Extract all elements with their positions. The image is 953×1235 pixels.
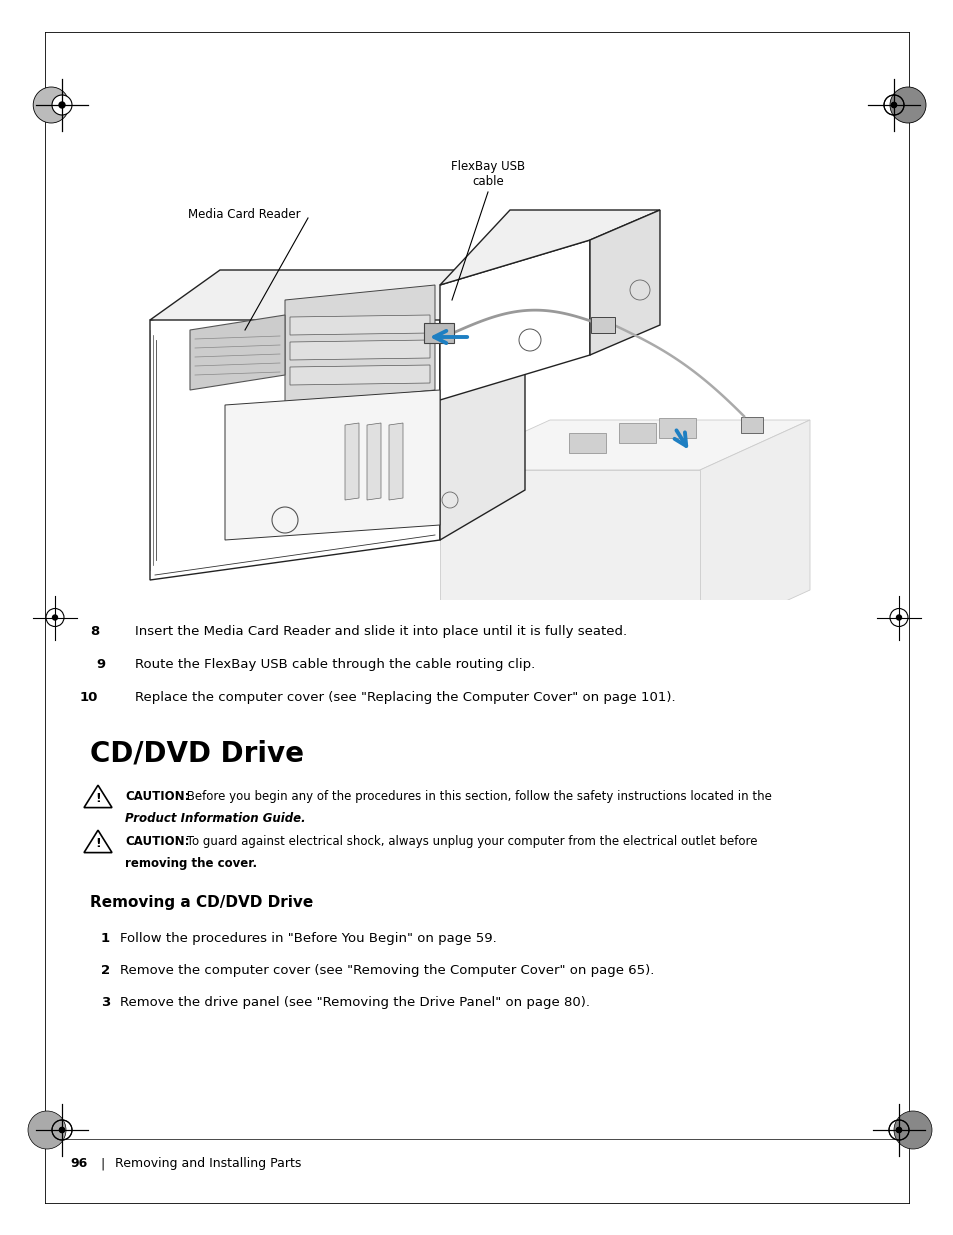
Polygon shape [225,390,439,540]
Text: 9: 9 [97,658,106,671]
Polygon shape [439,420,809,471]
Polygon shape [190,315,285,390]
Circle shape [52,615,57,620]
Polygon shape [290,315,430,335]
Text: FlexBay USB
cable: FlexBay USB cable [451,161,524,188]
Polygon shape [439,270,524,540]
Text: Replace the computer cover (see "Replacing the Computer Cover" on page 101).: Replace the computer cover (see "Replaci… [135,692,675,704]
Text: 10: 10 [79,692,98,704]
FancyBboxPatch shape [568,433,605,453]
Circle shape [889,86,925,124]
Polygon shape [589,210,659,354]
Text: 3: 3 [101,995,110,1009]
Circle shape [52,95,71,115]
Text: Removing a CD/DVD Drive: Removing a CD/DVD Drive [90,895,313,910]
Text: 96: 96 [70,1157,87,1170]
Polygon shape [700,420,809,640]
Polygon shape [389,424,402,500]
Text: Route the FlexBay USB cable through the cable routing clip.: Route the FlexBay USB cable through the … [135,658,535,671]
Text: !: ! [95,792,101,805]
Polygon shape [367,424,380,500]
Polygon shape [285,285,435,405]
Polygon shape [290,366,430,385]
Polygon shape [150,270,524,320]
Text: !: ! [95,837,101,850]
Text: 1: 1 [101,932,110,945]
Polygon shape [439,240,589,400]
Text: |: | [100,1157,104,1170]
Circle shape [890,103,896,107]
Circle shape [59,1128,65,1132]
Text: Insert the Media Card Reader and slide it into place until it is fully seated.: Insert the Media Card Reader and slide i… [135,625,626,638]
Circle shape [33,86,70,124]
Text: CAUTION:: CAUTION: [125,790,190,803]
FancyBboxPatch shape [659,417,696,438]
Text: CAUTION:: CAUTION: [125,835,190,848]
FancyBboxPatch shape [618,424,656,443]
FancyBboxPatch shape [590,317,615,333]
Circle shape [59,103,65,107]
Text: removing the cover.: removing the cover. [125,857,257,869]
Text: 2: 2 [101,965,110,977]
FancyBboxPatch shape [423,324,454,343]
FancyBboxPatch shape [740,417,762,433]
Polygon shape [290,340,430,359]
Polygon shape [439,471,700,640]
Text: 8: 8 [91,625,100,638]
Text: To guard against electrical shock, always unplug your computer from the electric: To guard against electrical shock, alway… [183,835,757,848]
Text: CD/DVD Drive: CD/DVD Drive [90,740,304,768]
Polygon shape [150,280,439,580]
Polygon shape [439,210,659,285]
Text: Before you begin any of the procedures in this section, follow the safety instru: Before you begin any of the procedures i… [183,790,771,803]
Text: Remove the computer cover (see "Removing the Computer Cover" on page 65).: Remove the computer cover (see "Removing… [120,965,654,977]
Circle shape [896,615,901,620]
Text: Follow the procedures in "Before You Begin" on page 59.: Follow the procedures in "Before You Beg… [120,932,497,945]
Text: Media Card Reader: Media Card Reader [188,209,300,221]
Circle shape [893,1112,931,1149]
Circle shape [59,1128,65,1132]
Circle shape [896,1128,901,1132]
Text: Remove the drive panel (see "Removing the Drive Panel" on page 80).: Remove the drive panel (see "Removing th… [120,995,589,1009]
Text: Removing and Installing Parts: Removing and Installing Parts [115,1157,301,1170]
Circle shape [890,103,896,107]
Circle shape [28,1112,66,1149]
Circle shape [896,1128,901,1132]
Text: Product Information Guide.: Product Information Guide. [125,811,305,825]
Polygon shape [345,424,358,500]
